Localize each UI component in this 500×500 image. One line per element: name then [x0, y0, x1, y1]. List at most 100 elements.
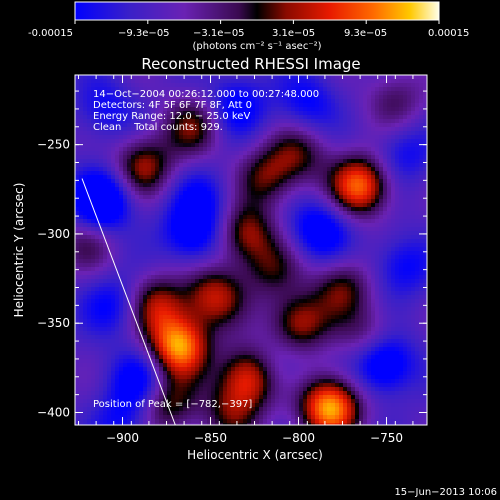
heatmap-cell: [79, 215, 83, 219]
heatmap-cell: [423, 203, 427, 207]
heatmap-cell: [407, 251, 411, 255]
heatmap-cell: [139, 199, 143, 203]
heatmap-cell: [263, 183, 267, 187]
heatmap-cell: [263, 99, 267, 103]
heatmap-cell: [387, 279, 391, 283]
heatmap-cell: [91, 127, 95, 131]
heatmap-cell: [199, 75, 203, 79]
heatmap-cell: [167, 151, 171, 155]
heatmap-cell: [323, 143, 327, 147]
heatmap-cell: [91, 227, 95, 231]
heatmap-cell: [387, 75, 391, 79]
heatmap-cell: [319, 167, 323, 171]
heatmap-cell: [339, 263, 343, 267]
heatmap-cell: [163, 187, 167, 191]
heatmap-cell: [95, 179, 99, 183]
heatmap-cell: [347, 151, 351, 155]
heatmap-cell: [243, 211, 247, 215]
heatmap-cell: [307, 235, 311, 239]
heatmap-cell: [239, 155, 243, 159]
heatmap-cell: [391, 79, 395, 83]
heatmap-cell: [303, 87, 307, 91]
heatmap-cell: [143, 143, 147, 147]
heatmap-cell: [379, 227, 383, 231]
heatmap-cell: [91, 123, 95, 127]
heatmap-cell: [179, 103, 183, 107]
heatmap-cell: [155, 263, 159, 267]
heatmap-cell: [207, 211, 211, 215]
heatmap-cell: [123, 143, 127, 147]
heatmap-cell: [179, 107, 183, 111]
heatmap-cell: [311, 175, 315, 179]
heatmap-cell: [383, 283, 387, 287]
heatmap-cell: [247, 87, 251, 91]
heatmap-cell: [319, 271, 323, 275]
heatmap-cell: [367, 291, 371, 295]
heatmap-cell: [179, 283, 183, 287]
heatmap-cell: [311, 251, 315, 255]
heatmap-cell: [311, 263, 315, 267]
heatmap-cell: [159, 87, 163, 91]
heatmap-cell: [367, 283, 371, 287]
heatmap-cell: [175, 223, 179, 227]
heatmap-cell: [295, 219, 299, 223]
heatmap-cell: [391, 283, 395, 287]
heatmap-cell: [227, 119, 231, 123]
heatmap-cell: [223, 159, 227, 163]
heatmap-cell: [123, 231, 127, 235]
heatmap-cell: [323, 147, 327, 151]
heatmap-cell: [415, 83, 419, 87]
heatmap-cell: [167, 235, 171, 239]
heatmap-cell: [295, 291, 299, 295]
heatmap-cell: [191, 155, 195, 159]
heatmap-cell: [315, 275, 319, 279]
heatmap-cell: [203, 119, 207, 123]
heatmap-cell: [363, 275, 367, 279]
heatmap-cell: [235, 195, 239, 199]
heatmap-cell: [219, 219, 223, 223]
heatmap-cell: [131, 131, 135, 135]
heatmap-cell: [415, 143, 419, 147]
heatmap-cell: [115, 283, 119, 287]
heatmap-cell: [183, 143, 187, 147]
heatmap-cell: [299, 191, 303, 195]
heatmap-cell: [267, 95, 271, 99]
heatmap-cell: [383, 239, 387, 243]
heatmap-cell: [95, 299, 99, 303]
heatmap-cell: [267, 243, 271, 247]
heatmap-cell: [167, 163, 171, 167]
heatmap-cell: [235, 255, 239, 259]
heatmap-cell: [315, 179, 319, 183]
heatmap-cell: [223, 299, 227, 303]
heatmap-cell: [299, 223, 303, 227]
heatmap-cell: [139, 203, 143, 207]
heatmap-cell: [115, 227, 119, 231]
heatmap-cell: [239, 111, 243, 115]
heatmap-cell: [199, 239, 203, 243]
heatmap-cell: [347, 123, 351, 127]
heatmap-cell: [231, 187, 235, 191]
heatmap-cell: [91, 211, 95, 215]
heatmap-cell: [111, 275, 115, 279]
heatmap-cell: [159, 231, 163, 235]
heatmap-cell: [143, 271, 147, 275]
heatmap-cell: [131, 151, 135, 155]
heatmap-cell: [283, 271, 287, 275]
heatmap-cell: [127, 87, 131, 91]
heatmap-cell: [419, 183, 423, 187]
heatmap-cell: [147, 135, 151, 139]
heatmap-cell: [235, 191, 239, 195]
heatmap-cell: [179, 135, 183, 139]
heatmap-cell: [203, 143, 207, 147]
heatmap-cell: [159, 203, 163, 207]
heatmap-cell: [231, 123, 235, 127]
heatmap-cell: [79, 295, 83, 299]
heatmap-cell: [107, 263, 111, 267]
heatmap-cell: [419, 239, 423, 243]
heatmap-cell: [247, 179, 251, 183]
heatmap-cell: [99, 219, 103, 223]
heatmap-cell: [307, 155, 311, 159]
heatmap-cell: [407, 287, 411, 291]
heatmap-cell: [267, 159, 271, 163]
heatmap-cell: [95, 103, 99, 107]
